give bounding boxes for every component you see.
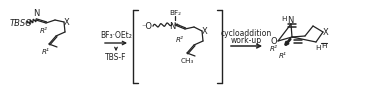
Text: R¹: R¹ <box>42 49 50 55</box>
Text: H: H <box>315 45 321 51</box>
Text: CH₃: CH₃ <box>180 58 194 64</box>
Text: X: X <box>202 27 208 36</box>
Text: BF₂: BF₂ <box>169 10 181 16</box>
Text: work-up: work-up <box>231 36 262 44</box>
Text: N⁺: N⁺ <box>169 22 180 31</box>
Text: R²: R² <box>40 28 48 34</box>
Text: ⁻O: ⁻O <box>141 21 152 31</box>
Text: N: N <box>287 16 293 24</box>
Text: H: H <box>321 43 327 49</box>
Text: N: N <box>33 9 39 18</box>
Text: R²: R² <box>176 37 184 43</box>
Text: R²: R² <box>270 46 278 52</box>
Text: X: X <box>323 28 329 36</box>
Text: O: O <box>271 36 277 45</box>
Text: TBSO: TBSO <box>10 19 33 28</box>
Text: R¹: R¹ <box>279 53 287 59</box>
Text: BF₃·OEt₂: BF₃·OEt₂ <box>100 31 132 40</box>
Text: cycloaddition: cycloaddition <box>220 28 272 37</box>
Text: X: X <box>64 17 70 27</box>
Text: TBS-F: TBS-F <box>105 53 127 61</box>
Text: H: H <box>281 16 287 22</box>
